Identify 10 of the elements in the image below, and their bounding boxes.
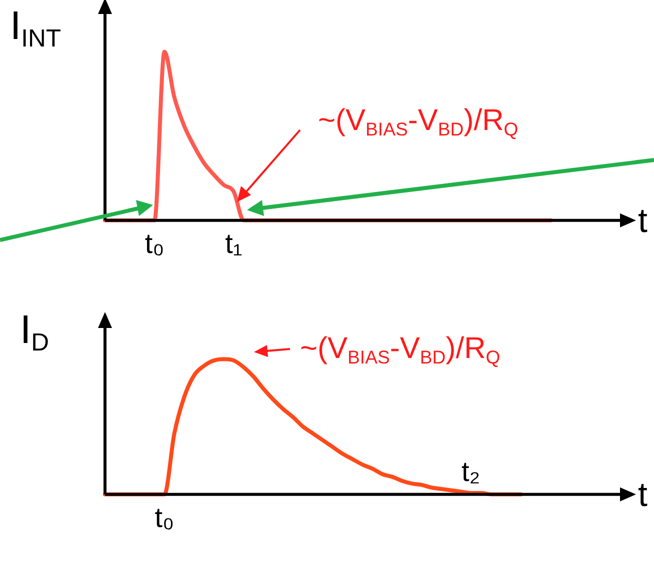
annotation: ~(V$_{BIAS}$-V$_{BD}$)/R$_{Q}$ [300,332,500,368]
x-axis-title: t [638,202,648,240]
y-axis-title: I$_{INT}$ [10,4,62,52]
y-axis-title: I$_{D}$ [20,308,50,356]
x-tick-label: t₁ [225,228,242,259]
annotation: ~(V$_{BIAS}$-V$_{BD}$)/R$_{Q}$ [318,104,518,140]
x-tick-label: t₀ [144,228,164,259]
x-tick-label: t₀ [154,502,174,533]
x-tick-label: t₂ [461,456,480,488]
x-axis-title: t [638,476,648,514]
